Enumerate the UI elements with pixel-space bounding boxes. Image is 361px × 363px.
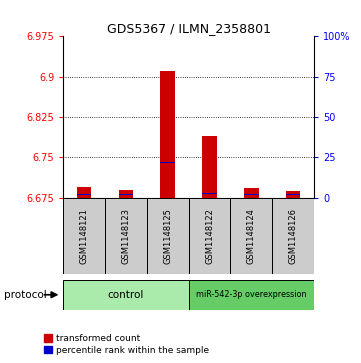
Bar bbox=[77, 187, 91, 198]
Text: control: control bbox=[108, 290, 144, 300]
Text: GSM1148124: GSM1148124 bbox=[247, 208, 256, 264]
FancyBboxPatch shape bbox=[105, 198, 147, 274]
FancyBboxPatch shape bbox=[188, 280, 314, 310]
Bar bbox=[202, 193, 217, 194]
Title: GDS5367 / ILMN_2358801: GDS5367 / ILMN_2358801 bbox=[106, 22, 271, 35]
Bar bbox=[118, 194, 133, 195]
Text: GSM1148122: GSM1148122 bbox=[205, 208, 214, 264]
Bar bbox=[160, 71, 175, 198]
Bar bbox=[286, 194, 300, 195]
Text: miR-542-3p overexpression: miR-542-3p overexpression bbox=[196, 290, 306, 299]
Bar bbox=[118, 190, 133, 198]
Text: protocol: protocol bbox=[4, 290, 46, 300]
FancyBboxPatch shape bbox=[147, 198, 188, 274]
Bar bbox=[244, 188, 259, 198]
Bar bbox=[286, 191, 300, 198]
FancyBboxPatch shape bbox=[63, 198, 105, 274]
Bar bbox=[77, 193, 91, 195]
FancyBboxPatch shape bbox=[188, 198, 230, 274]
FancyBboxPatch shape bbox=[230, 198, 272, 274]
FancyBboxPatch shape bbox=[272, 198, 314, 274]
Text: GSM1148123: GSM1148123 bbox=[121, 208, 130, 264]
Text: GSM1148125: GSM1148125 bbox=[163, 208, 172, 264]
FancyBboxPatch shape bbox=[63, 280, 188, 310]
Bar bbox=[202, 136, 217, 198]
Text: GSM1148126: GSM1148126 bbox=[289, 208, 298, 264]
Text: GSM1148121: GSM1148121 bbox=[79, 208, 88, 264]
Bar bbox=[244, 194, 259, 195]
Bar bbox=[160, 162, 175, 163]
Legend: transformed count, percentile rank within the sample: transformed count, percentile rank withi… bbox=[41, 331, 213, 359]
